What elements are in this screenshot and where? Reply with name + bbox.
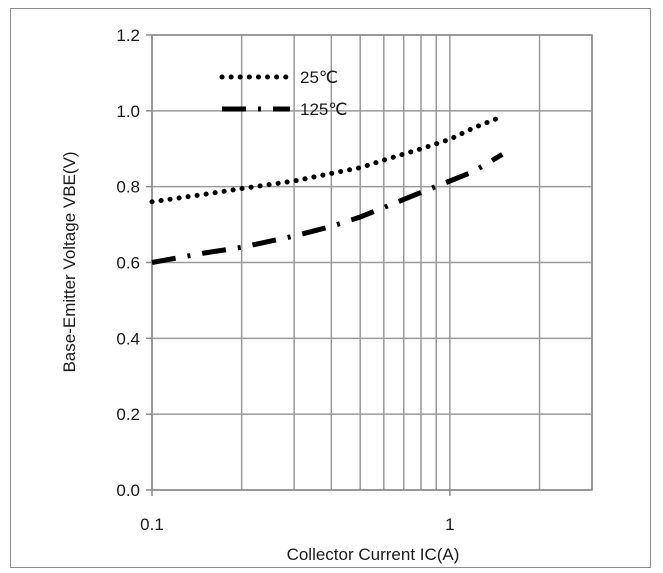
y-tick-label: 0.2 [116,405,140,424]
y-tick-label: 0.0 [116,481,140,500]
y-tick-label: 0.4 [116,329,140,348]
x-tick-label: 0.1 [140,515,164,534]
x-axis-label: Collector Current IC(A) [287,545,460,564]
y-tick-label: 1.0 [116,102,140,121]
legend: 25℃ 125℃ [219,68,347,119]
y-tick-label: 0.8 [116,178,140,197]
y-tick-label: 0.6 [116,254,140,273]
x-tick-label: 1 [445,515,454,534]
legend-label-125c: 125℃ [300,100,347,119]
tick-layer: 0.0 0.2 0.4 0.6 0.8 1.0 1.2 0.1 1 [116,26,454,534]
series-line-1 [151,152,504,265]
legend-label-25c: 25℃ [300,68,338,87]
chart-frame [10,8,651,568]
grid-layer [151,34,593,491]
y-axis-label: Base-Emitter Voltage VBE(V) [60,151,79,372]
series-layer [149,114,505,265]
y-tick-label: 1.2 [116,26,140,45]
series-line-0 [149,114,505,205]
